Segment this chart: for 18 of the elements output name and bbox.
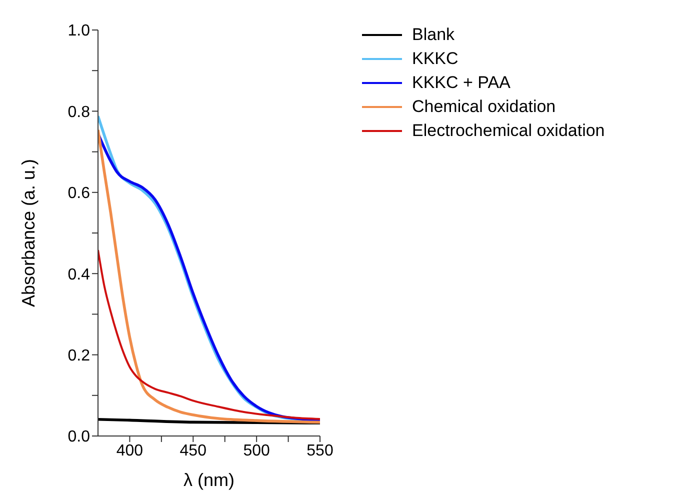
y-tick-label: 0.6 [68, 185, 90, 202]
legend-label: Blank [412, 24, 455, 46]
x-tick-label: 550 [306, 442, 334, 460]
x-tick-label: 500 [243, 442, 270, 460]
y-tick-label: 1.0 [68, 22, 90, 40]
y-axis-title: Absorbance (a. u.) [18, 158, 38, 308]
line-series [98, 249, 320, 420]
y-tick-label: 0.8 [68, 104, 90, 121]
legend-label: Chemical oxidation [412, 96, 556, 118]
x-axis-title: λ (nm) [184, 470, 234, 490]
legend-label: KKKC + PAA [412, 72, 510, 94]
x-tick-label: 400 [116, 442, 144, 460]
y-tick-label: 0.2 [68, 347, 90, 364]
y-tick-label: 0.4 [68, 266, 90, 284]
legend-label: Electrochemical oxidation [412, 120, 605, 142]
y-tick-label: 0.0 [68, 428, 90, 446]
x-tick-label: 450 [180, 442, 207, 460]
legend-label: KKKC [412, 48, 458, 70]
